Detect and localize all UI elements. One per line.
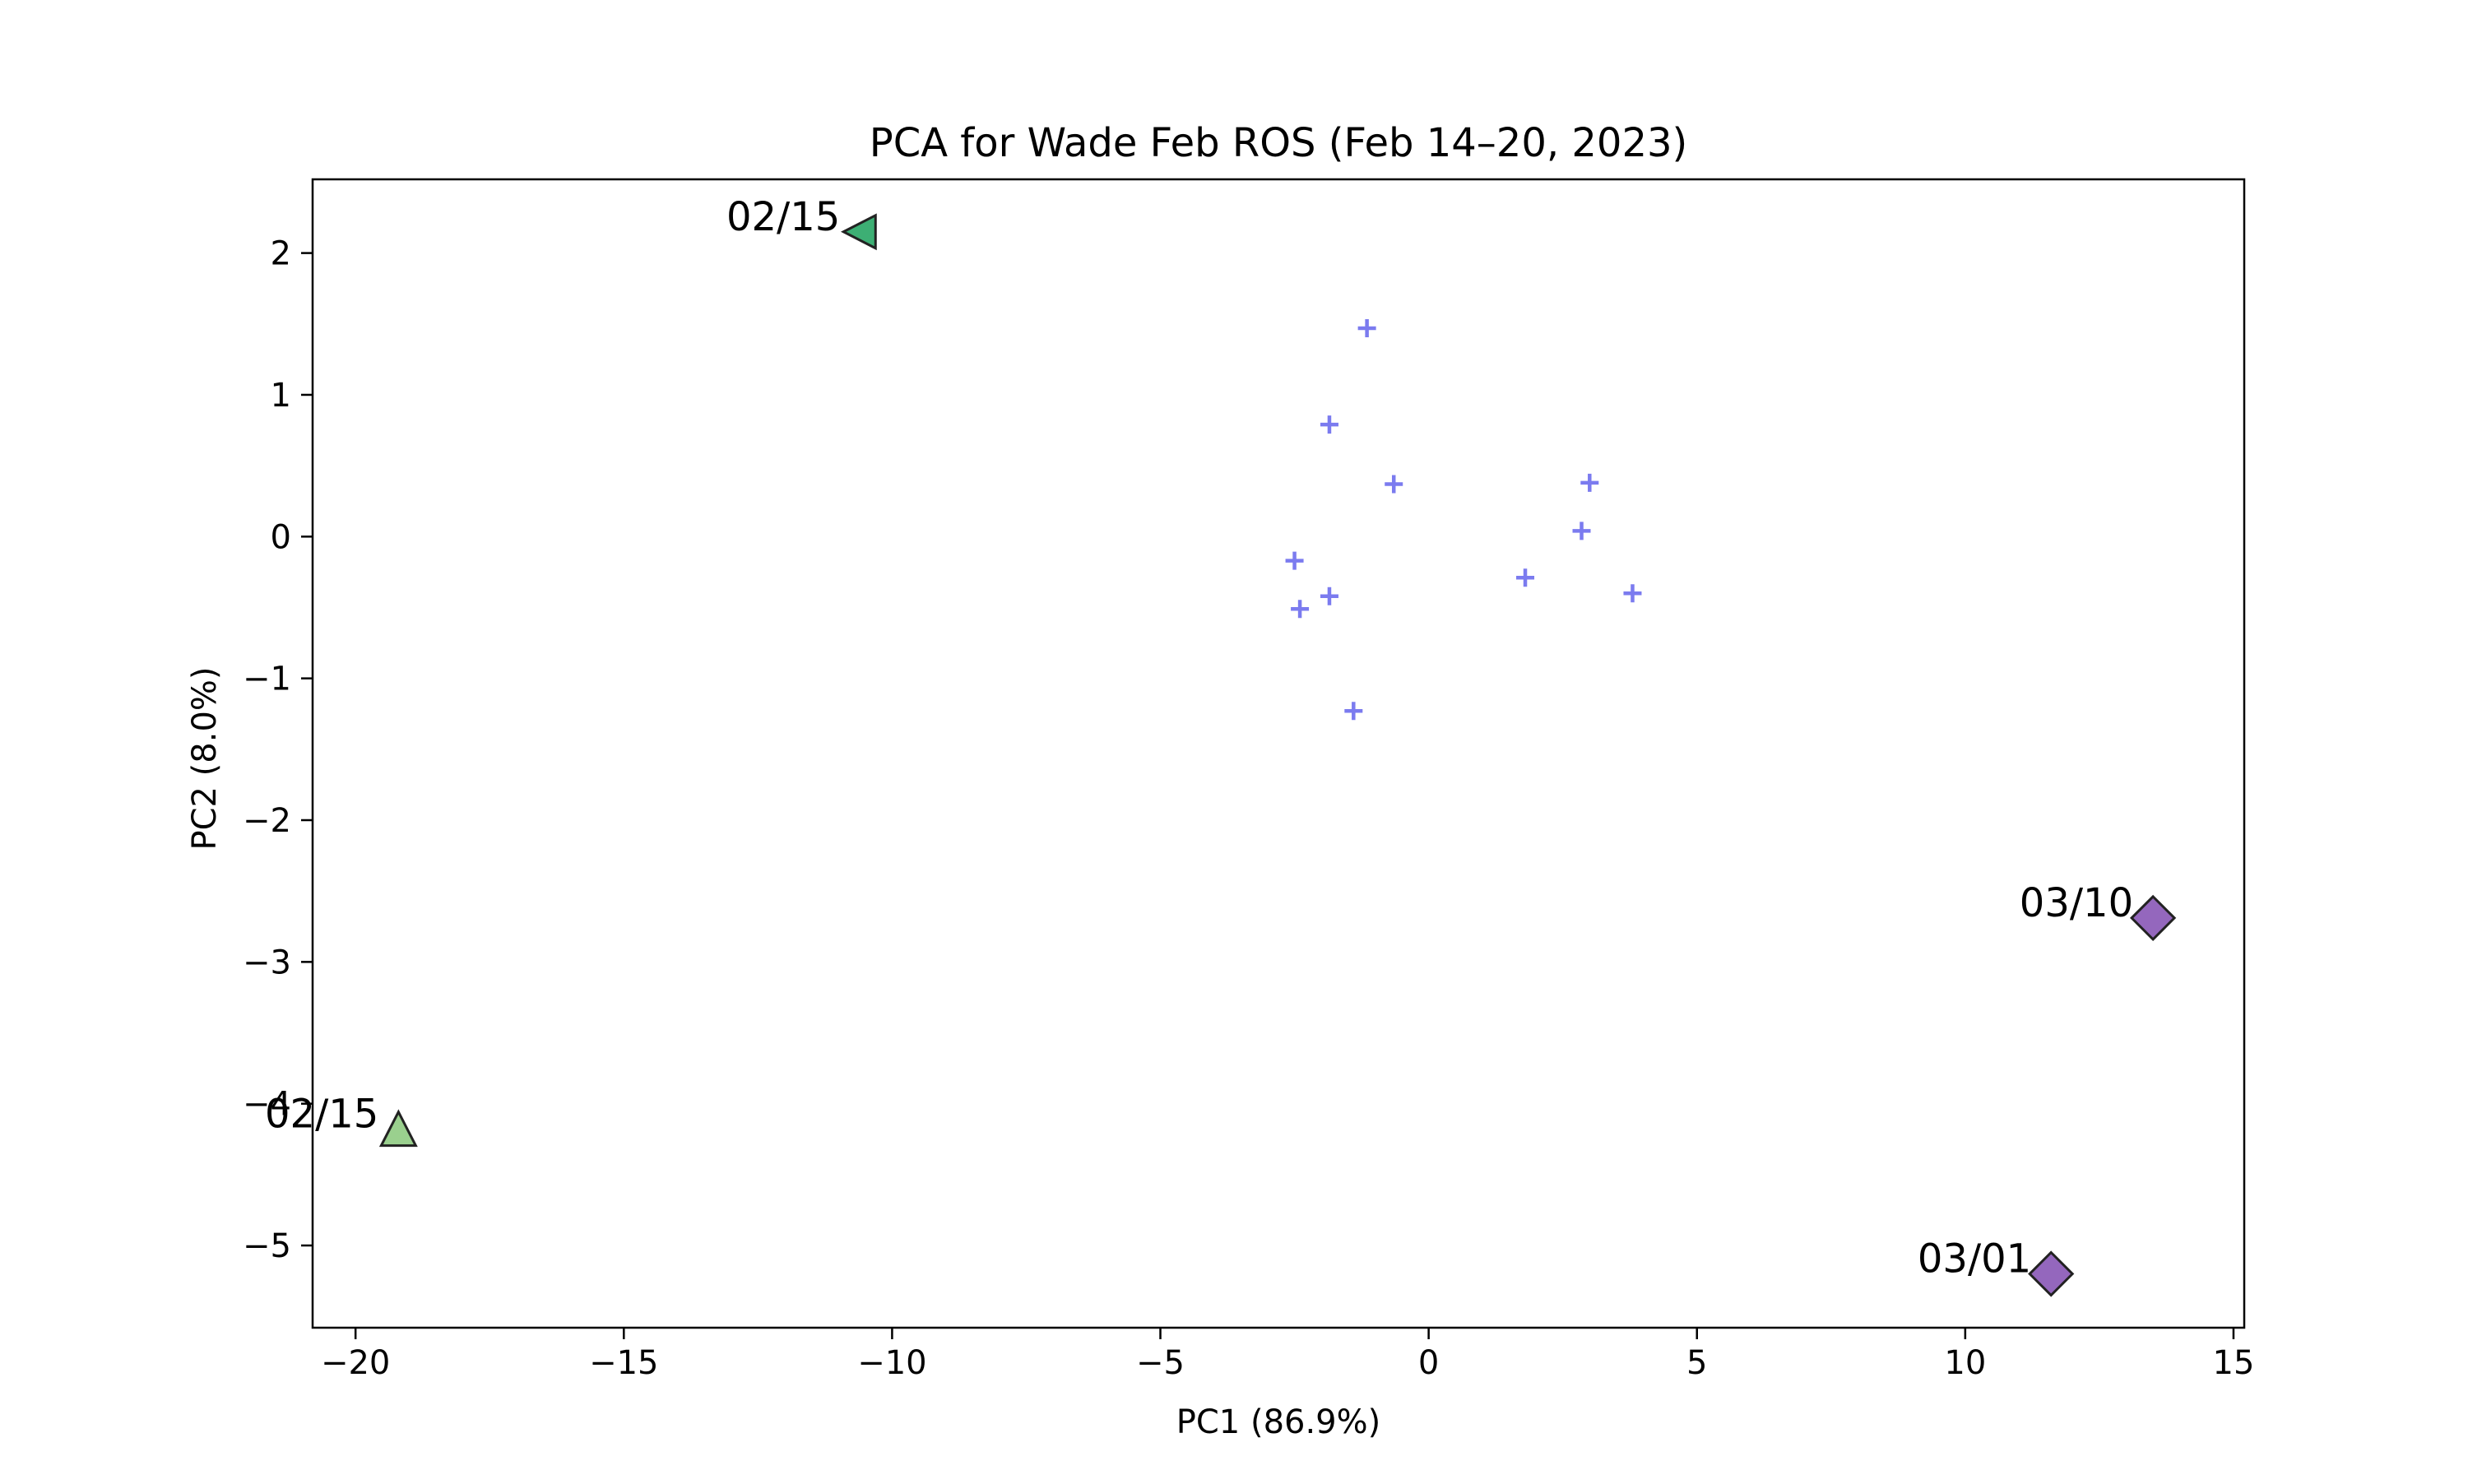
x-tick-label: 15	[2213, 1344, 2255, 1382]
triangle-left-marker	[840, 213, 877, 251]
point-label: 02/15	[726, 194, 840, 240]
point-label: 03/10	[2020, 880, 2133, 926]
point-label: 02/15	[265, 1092, 378, 1138]
x-tick-label: −5	[1136, 1344, 1185, 1382]
x-tick-label: 0	[1418, 1344, 1439, 1382]
y-tick-label: 1	[271, 377, 291, 415]
plus-marker	[1357, 318, 1376, 337]
y-tick-label: −5	[243, 1227, 291, 1265]
triangle-up-marker	[378, 1109, 418, 1148]
plus-marker	[1344, 702, 1363, 721]
x-tick-label: 10	[1944, 1344, 1986, 1382]
diamond-marker	[2028, 1250, 2075, 1297]
y-tick-label: 0	[271, 518, 291, 556]
plus-marker	[1385, 475, 1403, 494]
y-tick-label: −2	[243, 802, 291, 840]
x-axis-label: PC1 (86.9%)	[1176, 1403, 1381, 1441]
x-tick-label: −15	[589, 1344, 658, 1382]
plus-marker	[1320, 587, 1338, 605]
plus-marker	[1516, 568, 1535, 587]
plus-marker	[1320, 415, 1338, 434]
y-tick-label: −1	[243, 661, 291, 698]
plus-marker	[1623, 584, 1642, 603]
x-tick-label: −20	[321, 1344, 390, 1382]
y-tick-label: −3	[243, 944, 291, 981]
x-tick-label: −10	[857, 1344, 926, 1382]
plot-frame	[311, 178, 2246, 1329]
y-tick-label: 2	[271, 235, 291, 273]
plus-marker	[1291, 600, 1310, 619]
plus-marker	[1285, 551, 1304, 570]
chart-title: PCA for Wade Feb ROS (Feb 14–20, 2023)	[870, 120, 1688, 166]
x-tick-label: 5	[1686, 1344, 1707, 1382]
point-label: 03/01	[1918, 1236, 2031, 1282]
plot-area: −20 −15 −10 −5 0 5 10 15−5−4−3−2−101202/1502/15…	[243, 178, 2255, 1382]
diamond-marker	[2130, 894, 2177, 942]
y-tick-label: −4	[243, 1086, 291, 1124]
plus-marker	[1572, 522, 1591, 540]
y-axis-label: PC2 (8.0%)	[186, 666, 224, 850]
plus-marker	[1580, 473, 1599, 492]
